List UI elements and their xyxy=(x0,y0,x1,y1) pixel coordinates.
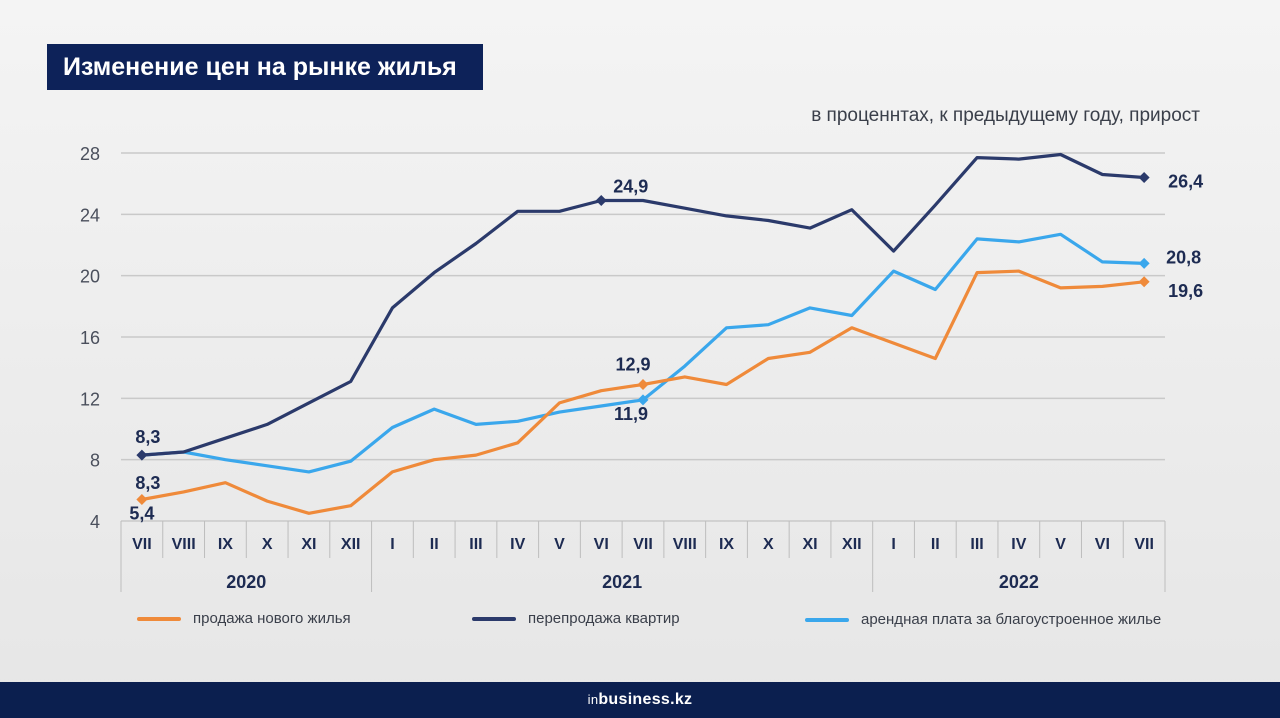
x-tick-label: VI xyxy=(594,536,609,553)
data-marker xyxy=(1138,257,1150,269)
legend-label-rent: арендная плата за благоустроенное жилье xyxy=(861,611,1162,628)
y-tick-label: 20 xyxy=(80,267,100,287)
y-tick-label: 16 xyxy=(80,328,100,348)
x-tick-label: VII xyxy=(132,536,152,553)
data-label: 20,8 xyxy=(1166,247,1201,267)
series-line-0 xyxy=(140,269,1146,515)
chart-subtitle: в проценнтах, к предыдущему году, прирос… xyxy=(811,105,1200,126)
data-marker xyxy=(1138,172,1150,184)
x-tick-label: II xyxy=(931,536,940,553)
data-label: 12,9 xyxy=(615,355,650,375)
x-tick-label: VII xyxy=(1134,536,1154,553)
legend-item-rent: арендная плата за благоустроенное жилье xyxy=(805,611,1161,628)
x-tick-label: XI xyxy=(301,536,316,553)
x-tick-label: X xyxy=(262,536,273,553)
data-label: 8,3 xyxy=(135,427,160,447)
y-tick-label: 24 xyxy=(80,205,100,225)
data-label: 19,6 xyxy=(1168,281,1203,301)
x-tick-label: IV xyxy=(510,536,525,553)
legend-swatch-new-housing xyxy=(137,616,181,621)
brand-name: business.kz xyxy=(598,691,693,708)
series-line-2 xyxy=(140,232,1146,474)
data-marker xyxy=(595,195,607,207)
legend-swatch-resale xyxy=(472,616,516,621)
x-tick-label: XII xyxy=(341,536,361,553)
x-tick-label: XI xyxy=(802,536,817,553)
x-tick-label: V xyxy=(554,536,565,553)
legend-item-new-housing: продажа нового жилья xyxy=(137,610,351,627)
x-tick-label: IV xyxy=(1011,536,1026,553)
y-tick-label: 4 xyxy=(90,512,100,532)
x-tick-label: IX xyxy=(719,536,734,553)
x-tick-label: III xyxy=(469,536,482,553)
x-tick-label: IX xyxy=(218,536,233,553)
legend-item-resale: перепродажа квартир xyxy=(472,610,680,627)
x-tick-label: I xyxy=(390,536,394,553)
brand-logo[interactable]: inbusiness.kz xyxy=(588,691,693,709)
data-label: 11,9 xyxy=(614,404,648,424)
year-label: 2022 xyxy=(999,572,1039,592)
y-tick-label: 28 xyxy=(80,144,100,164)
data-label: 8,3 xyxy=(135,473,160,493)
x-tick-label: XII xyxy=(842,536,862,553)
data-marker xyxy=(637,394,649,406)
year-label: 2020 xyxy=(226,572,266,592)
data-label: 26,4 xyxy=(1168,172,1203,192)
data-label: 5,4 xyxy=(129,504,154,524)
brand-prefix: in xyxy=(587,692,599,707)
x-tick-label: VIII xyxy=(673,536,697,553)
series-line-1 xyxy=(140,152,1146,457)
y-tick-label: 8 xyxy=(90,451,100,471)
year-label: 2021 xyxy=(602,572,642,592)
y-tick-label: 12 xyxy=(80,389,100,409)
data-label: 24,9 xyxy=(613,177,648,197)
x-tick-label: X xyxy=(763,536,774,553)
data-marker xyxy=(136,449,148,461)
chart-title: Изменение цен на рынке жилья xyxy=(47,44,483,90)
x-tick-label: VI xyxy=(1095,536,1110,553)
x-tick-label: III xyxy=(970,536,983,553)
data-marker xyxy=(637,379,649,391)
x-tick-label: II xyxy=(430,536,439,553)
x-tick-label: V xyxy=(1055,536,1066,553)
legend-label-new-housing: продажа нового жилья xyxy=(193,610,351,627)
footer-bar: inbusiness.kz xyxy=(0,682,1280,718)
x-tick-label: VIII xyxy=(172,536,196,553)
data-marker xyxy=(136,494,148,506)
x-tick-label: I xyxy=(891,536,895,553)
legend-label-resale: перепродажа квартир xyxy=(528,610,680,627)
x-tick-label: VII xyxy=(633,536,653,553)
data-marker xyxy=(1138,276,1150,288)
legend-swatch-rent xyxy=(805,617,849,622)
